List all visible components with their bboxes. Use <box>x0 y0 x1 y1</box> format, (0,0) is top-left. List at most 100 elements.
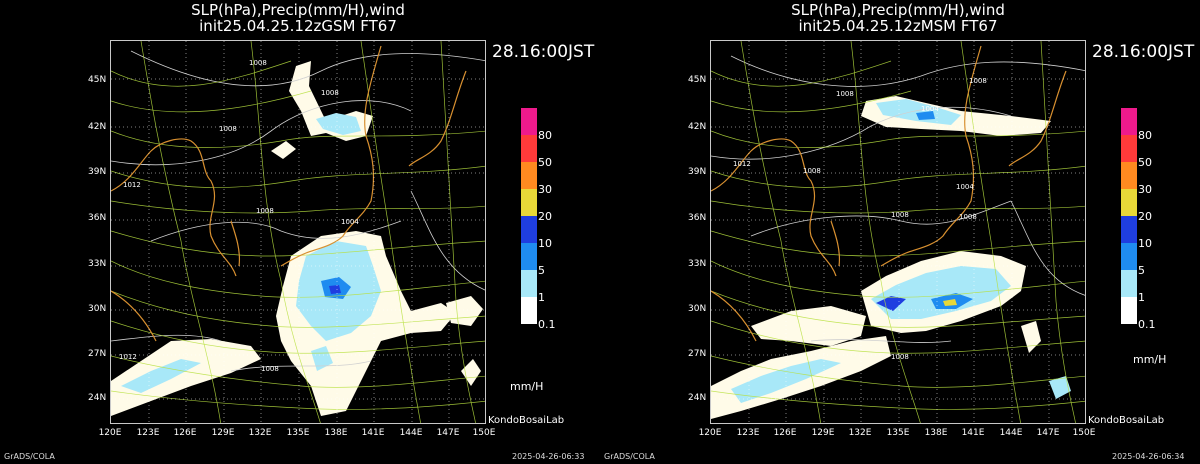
lat-label: 24N <box>88 393 107 403</box>
footer-right: 2025-04-26-06:33 <box>512 452 585 461</box>
precip-areas <box>711 96 1071 419</box>
lat-lon-grid <box>111 41 485 423</box>
isobar-label: 1008 <box>256 207 274 215</box>
colorbar-label: 20 <box>1138 210 1152 223</box>
lat-label: 30N <box>688 304 707 314</box>
isobar-label: 1008 <box>321 89 339 97</box>
lat-label: 36N <box>88 213 107 223</box>
lon-label: 123E <box>136 428 160 438</box>
lon-label: 129E <box>811 428 835 438</box>
colorbar-label: 20 <box>538 210 552 223</box>
isobar-label: 1008 <box>891 211 909 219</box>
streamlines <box>111 41 485 423</box>
lon-label: 126E <box>173 428 197 438</box>
isobar-label: 1012 <box>123 181 141 189</box>
colorbar-label: 30 <box>1138 183 1152 196</box>
lat-label: 24N <box>688 393 707 403</box>
colorbar-label: 10 <box>1138 237 1152 250</box>
isobar-label: 1004 <box>956 183 974 191</box>
colorbar-swatch <box>1121 297 1137 324</box>
coastlines <box>711 45 1067 342</box>
colorbar-swatch <box>1121 270 1137 297</box>
colorbar-label: 80 <box>538 129 552 142</box>
credit-label: KondoBosaiLab <box>1088 415 1165 426</box>
isobar-label: 1008 <box>803 167 821 175</box>
isobar-label: 1008 <box>249 59 267 67</box>
lon-label: 141E <box>361 428 385 438</box>
lon-label: 144E <box>999 428 1023 438</box>
lon-label: 150E <box>472 428 496 438</box>
lat-label: 33N <box>88 259 107 269</box>
lon-label: 120E <box>98 428 122 438</box>
streamlines <box>711 41 1085 423</box>
lon-label: 138E <box>924 428 948 438</box>
isobar-label: 1012 <box>733 160 751 168</box>
lat-label: 39N <box>688 167 707 177</box>
colorbar-swatch <box>1121 216 1137 243</box>
unit-label: mm/H <box>1133 353 1167 366</box>
colorbar-label: 1 <box>538 291 545 304</box>
lat-label: 27N <box>88 349 107 359</box>
lon-label: 126E <box>773 428 797 438</box>
colorbar-label: 5 <box>1138 264 1145 277</box>
lon-label: 141E <box>961 428 985 438</box>
lat-label: 42N <box>88 122 107 132</box>
colorbar-swatch <box>1121 108 1137 135</box>
colorbar-label: 1 <box>1138 291 1145 304</box>
weather-map: 1008 1008 1008 1008 1004 1012 1008 1012 <box>110 40 486 424</box>
lat-label: 27N <box>688 349 707 359</box>
footer-left: GrADS/COLA <box>604 452 655 461</box>
isobar-labels: 1008 1008 1004 1012 1008 1004 1008 1008 … <box>733 77 987 361</box>
lon-label: 120E <box>698 428 722 438</box>
lon-label: 147E <box>1036 428 1060 438</box>
isobar-label: 1008 <box>219 125 237 133</box>
colorbar-swatch <box>521 108 537 135</box>
lon-label: 144E <box>399 428 423 438</box>
colorbar-label: 30 <box>538 183 552 196</box>
panel-title-line1: SLP(hPa),Precip(mm/H),wind <box>191 1 405 19</box>
isobar-label: 1008 <box>969 77 987 85</box>
isobar-label: 1004 <box>341 218 359 226</box>
colorbar-swatch <box>1121 189 1137 216</box>
lon-label: 132E <box>848 428 872 438</box>
isobar-label: 1012 <box>119 353 137 361</box>
map-canvas: 1008 1008 1004 1012 1008 1004 1008 1008 … <box>711 41 1085 423</box>
isobar-label: 1008 <box>261 365 279 373</box>
colorbar-label: 0.1 <box>1138 318 1156 331</box>
lat-label: 42N <box>688 122 707 132</box>
lat-label: 30N <box>88 304 107 314</box>
lon-label: 135E <box>286 428 310 438</box>
isobar-label: 1008 <box>891 353 909 361</box>
panel-title-line2: init25.04.25.12zMSM FT67 <box>798 17 998 35</box>
isobar-labels: 1008 1008 1008 1008 1004 1012 1008 1012 <box>119 59 359 373</box>
lon-label: 123E <box>736 428 760 438</box>
colorbar-label: 5 <box>538 264 545 277</box>
panel-title-line2: init25.04.25.12zGSM FT67 <box>199 17 397 35</box>
colorbar-swatch <box>1121 135 1137 162</box>
colorbar-swatch <box>521 297 537 324</box>
panel-title-line1: SLP(hPa),Precip(mm/H),wind <box>791 1 1005 19</box>
colorbar-swatch <box>521 189 537 216</box>
colorbar-swatch <box>521 270 537 297</box>
lon-label: 147E <box>436 428 460 438</box>
lon-label: 129E <box>211 428 235 438</box>
colorbar-label: 0.1 <box>538 318 556 331</box>
footer-right: 2025-04-26-06:34 <box>1112 452 1185 461</box>
colorbar-swatch <box>521 216 537 243</box>
valid-time: 28.16:00JST <box>492 42 595 62</box>
valid-time: 28.16:00JST <box>1092 42 1195 62</box>
precip-areas <box>111 61 483 416</box>
colorbar-label: 10 <box>538 237 552 250</box>
isobar-label: 1008 <box>836 90 854 98</box>
isobars <box>111 50 485 372</box>
map-canvas: 1008 1008 1008 1008 1004 1012 1008 1012 <box>111 41 485 423</box>
isobars <box>711 55 1085 343</box>
lon-label: 135E <box>886 428 910 438</box>
colorbar-label: 50 <box>1138 156 1152 169</box>
isobar-label: 1004 <box>921 105 939 113</box>
lat-label: 45N <box>88 75 107 85</box>
colorbar-label: 80 <box>1138 129 1152 142</box>
lat-label: 39N <box>88 167 107 177</box>
unit-label: mm/H <box>510 380 544 393</box>
colorbar-swatch <box>521 162 537 189</box>
